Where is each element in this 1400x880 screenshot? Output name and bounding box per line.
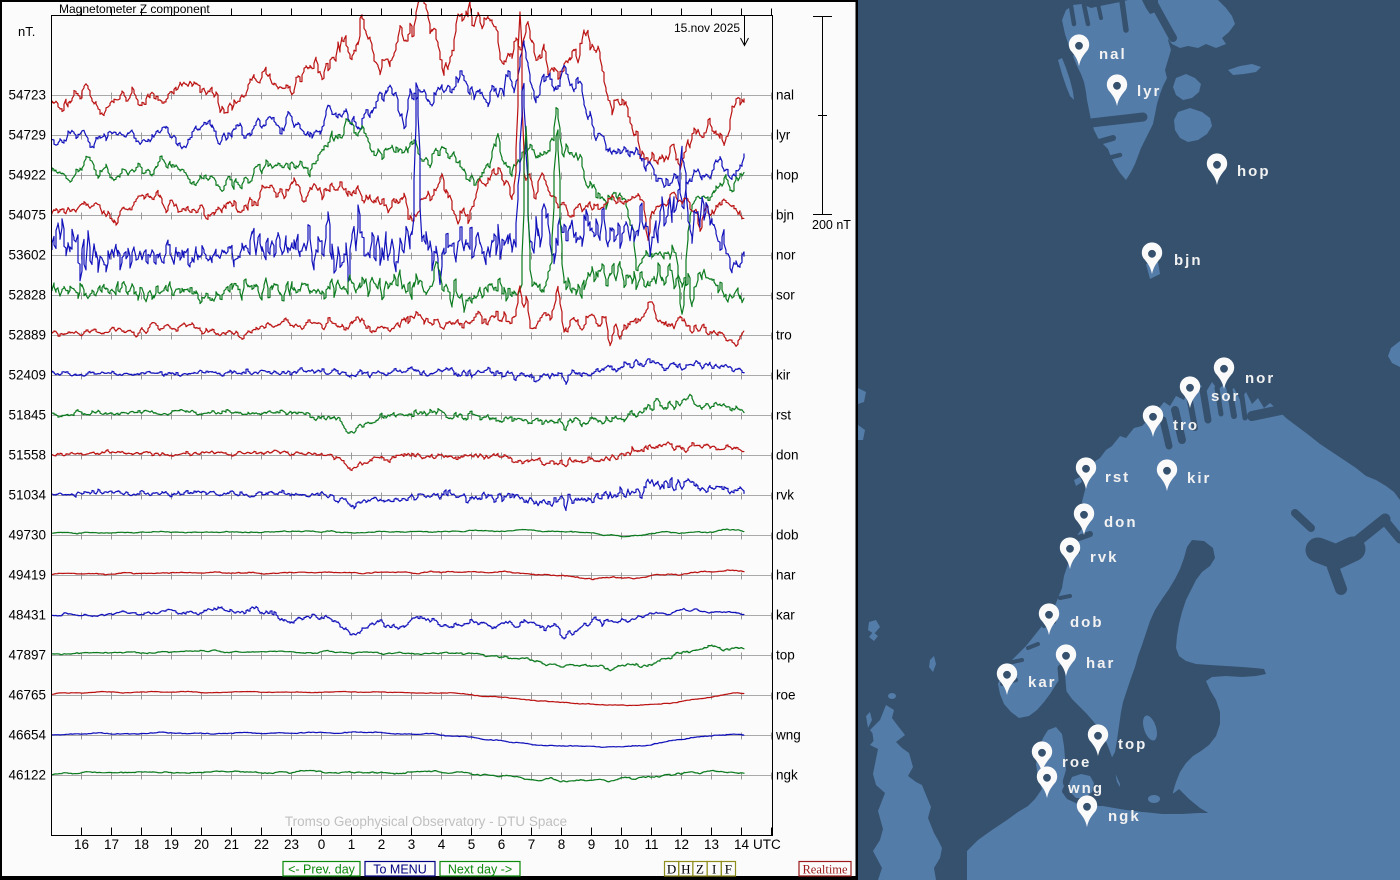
- svg-text:7: 7: [528, 837, 536, 852]
- svg-text:F: F: [725, 862, 732, 877]
- svg-text:12: 12: [674, 837, 689, 852]
- svg-text:top: top: [776, 648, 795, 663]
- svg-text:51558: 51558: [8, 448, 46, 463]
- svg-text:17: 17: [104, 837, 119, 852]
- svg-text:0: 0: [318, 837, 326, 852]
- svg-text:dob: dob: [1070, 614, 1104, 631]
- svg-text:200 nT: 200 nT: [812, 218, 851, 232]
- svg-text:22: 22: [254, 837, 269, 852]
- svg-text:53602: 53602: [8, 248, 46, 263]
- svg-text:<- Prev. day: <- Prev. day: [288, 863, 356, 877]
- svg-text:54723: 54723: [8, 88, 46, 103]
- svg-text:49730: 49730: [8, 528, 46, 543]
- svg-text:top: top: [1118, 736, 1147, 753]
- svg-text:Tromso Geophysical Observatory: Tromso Geophysical Observatory - DTU Spa…: [285, 814, 567, 829]
- svg-text:rst: rst: [776, 408, 791, 423]
- svg-text:19: 19: [164, 837, 179, 852]
- svg-text:47897: 47897: [8, 648, 46, 663]
- svg-text:54075: 54075: [8, 208, 46, 223]
- svg-text:9: 9: [588, 837, 596, 852]
- svg-text:har: har: [776, 568, 796, 583]
- svg-text:rvk: rvk: [776, 488, 794, 503]
- svg-text:Z: Z: [696, 862, 704, 877]
- svg-text:kir: kir: [776, 368, 791, 383]
- svg-text:rst: rst: [1105, 469, 1130, 486]
- svg-text:nor: nor: [1245, 370, 1275, 387]
- svg-text:46765: 46765: [8, 688, 46, 703]
- svg-text:15.nov 2025: 15.nov 2025: [674, 21, 740, 35]
- svg-text:dob: dob: [776, 528, 799, 543]
- svg-text:49419: 49419: [8, 568, 46, 583]
- svg-text:6: 6: [498, 837, 506, 852]
- svg-text:H: H: [681, 862, 690, 877]
- svg-text:20: 20: [194, 837, 209, 852]
- svg-text:rvk: rvk: [1090, 549, 1119, 566]
- svg-text:har: har: [1086, 655, 1115, 672]
- svg-text:To MENU: To MENU: [373, 863, 426, 877]
- svg-text:kar: kar: [776, 608, 795, 623]
- svg-text:wng: wng: [775, 728, 801, 743]
- svg-text:I: I: [712, 862, 716, 877]
- svg-text:kar: kar: [1028, 674, 1057, 691]
- svg-text:52828: 52828: [8, 288, 46, 303]
- svg-text:51034: 51034: [8, 488, 46, 503]
- svg-text:lyr: lyr: [776, 128, 791, 143]
- svg-text:21: 21: [224, 837, 239, 852]
- svg-text:51845: 51845: [8, 408, 46, 423]
- svg-text:11: 11: [644, 837, 658, 852]
- svg-text:8: 8: [558, 837, 566, 852]
- svg-text:5: 5: [468, 837, 476, 852]
- svg-text:roe: roe: [1062, 754, 1091, 771]
- svg-text:13: 13: [704, 837, 719, 852]
- svg-text:hop: hop: [776, 168, 799, 183]
- svg-text:tro: tro: [776, 328, 792, 343]
- svg-text:wng: wng: [1067, 780, 1104, 797]
- svg-text:bjn: bjn: [776, 208, 794, 223]
- svg-text:UTC: UTC: [753, 837, 781, 852]
- svg-text:don: don: [776, 448, 799, 463]
- svg-text:54922: 54922: [8, 168, 46, 183]
- svg-text:16: 16: [74, 837, 89, 852]
- svg-text:ngk: ngk: [1108, 808, 1141, 825]
- svg-text:lyr: lyr: [1137, 83, 1161, 100]
- svg-text:nT.: nT.: [18, 24, 35, 39]
- svg-text:52889: 52889: [8, 328, 46, 343]
- svg-text:52409: 52409: [8, 368, 46, 383]
- svg-text:tro: tro: [1173, 417, 1199, 434]
- svg-text:D: D: [667, 862, 676, 877]
- svg-text:hop: hop: [1237, 163, 1271, 180]
- svg-text:nal: nal: [1099, 46, 1127, 63]
- svg-text:4: 4: [438, 837, 446, 852]
- svg-text:roe: roe: [776, 688, 796, 703]
- svg-text:46654: 46654: [8, 728, 46, 743]
- svg-text:nal: nal: [776, 88, 794, 103]
- svg-text:nor: nor: [776, 248, 796, 263]
- svg-text:bjn: bjn: [1174, 252, 1203, 269]
- svg-text:ngk: ngk: [776, 768, 798, 783]
- svg-text:23: 23: [284, 837, 299, 852]
- svg-text:3: 3: [408, 837, 416, 852]
- svg-text:14: 14: [734, 837, 750, 852]
- svg-text:1: 1: [348, 837, 356, 852]
- svg-text:48431: 48431: [8, 608, 46, 623]
- svg-text:sor: sor: [1211, 388, 1240, 405]
- svg-text:10: 10: [614, 837, 629, 852]
- svg-text:kir: kir: [1187, 470, 1211, 487]
- svg-text:46122: 46122: [8, 768, 46, 783]
- svg-text:Magnetometer Z component: Magnetometer Z component: [59, 2, 210, 16]
- svg-text:2: 2: [378, 837, 386, 852]
- svg-text:18: 18: [134, 837, 149, 852]
- svg-text:sor: sor: [776, 288, 795, 303]
- svg-text:54729: 54729: [8, 128, 46, 143]
- svg-text:don: don: [1104, 514, 1138, 531]
- svg-text:Realtime: Realtime: [802, 863, 848, 877]
- svg-text:Next day ->: Next day ->: [448, 863, 512, 877]
